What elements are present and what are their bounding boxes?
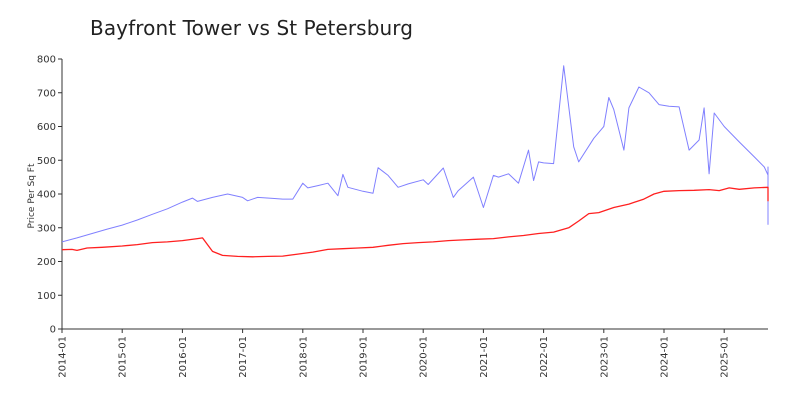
x-tick-label: 2023-01 (599, 336, 610, 378)
y-tick-label: 300 (37, 223, 56, 234)
x-tick-label: 2022-01 (539, 336, 550, 378)
chart-axes: 0 100 200 300 400 500 600 700 800 2014-01 2015-01 2… (37, 55, 768, 378)
chart-title: Bayfront Tower vs St Petersburg (90, 16, 414, 40)
y-tick-label: 100 (37, 291, 56, 302)
x-tick-label: 2015-01 (118, 336, 129, 378)
y-tick-label: 500 (37, 156, 56, 167)
y-tick-label: 200 (37, 257, 56, 268)
x-tick-label: 2020-01 (419, 336, 430, 378)
series-line-1 (61, 65, 769, 243)
x-tick-label: 2025-01 (720, 336, 731, 378)
x-tick-label: 2017-01 (238, 336, 249, 378)
x-tick-label: 2016-01 (178, 336, 189, 378)
y-tick-label: 0 (50, 325, 56, 336)
x-tick-label: 2014-01 (58, 336, 69, 378)
x-tick-label: 2021-01 (479, 336, 490, 378)
y-tick-label: 400 (37, 190, 56, 201)
chart-series (61, 65, 769, 258)
y-tick-label: 700 (37, 88, 56, 99)
x-tick-label: 2019-01 (359, 336, 370, 378)
x-tick-label: 2018-01 (298, 336, 309, 378)
series-line-2 (61, 186, 769, 258)
y-tick-label: 600 (37, 122, 56, 133)
y-tick-label: 800 (37, 55, 56, 66)
x-tick-label: 2024-01 (660, 336, 671, 378)
y-axis-label: Price Per Sq Ft (27, 163, 37, 228)
